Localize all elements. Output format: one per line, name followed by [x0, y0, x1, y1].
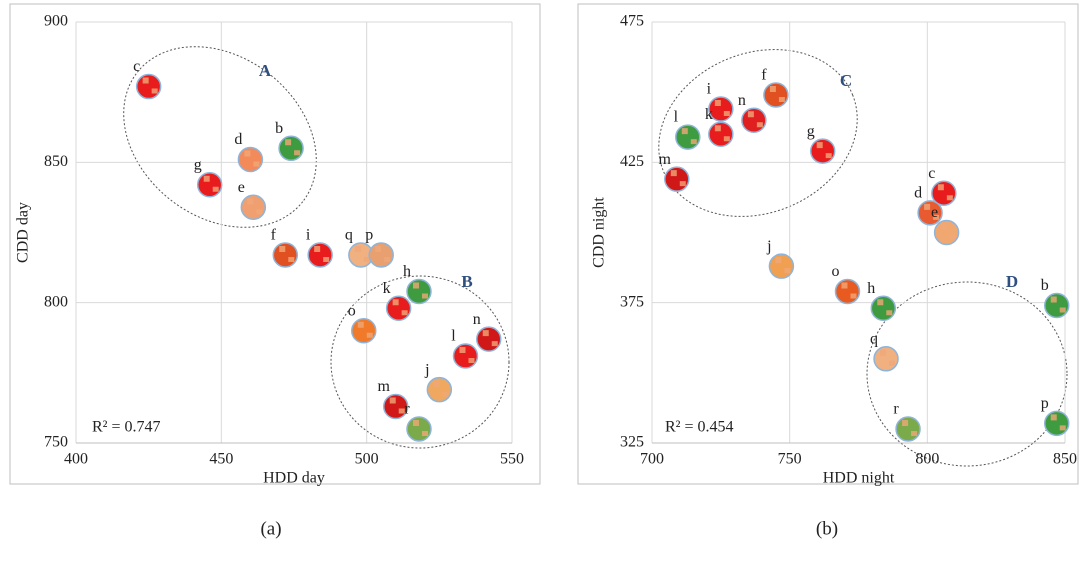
panel-frame	[578, 4, 1078, 484]
point-label: k	[705, 106, 713, 123]
point-label: i	[306, 227, 311, 244]
panel-caption: (a)	[260, 518, 281, 539]
point-label: g	[194, 156, 202, 173]
point-label: j	[424, 361, 429, 378]
panel-frame	[10, 4, 540, 484]
point-label: f	[761, 67, 767, 84]
point-label: p	[365, 227, 373, 244]
x-tick-label: 500	[355, 451, 379, 468]
x-tick-label: 750	[778, 451, 802, 468]
point-label: b	[275, 120, 283, 137]
panel-caption: (b)	[816, 518, 838, 539]
point-label: c	[928, 165, 935, 182]
y-tick-label: 375	[620, 293, 644, 310]
y-axis-label: CDD day	[15, 202, 32, 263]
cluster-label: B	[461, 272, 472, 291]
y-tick-label: 800	[44, 293, 68, 310]
point-label: n	[738, 92, 746, 109]
y-tick-label: 900	[44, 13, 68, 30]
point-label: h	[403, 263, 411, 280]
y-tick-label: 325	[620, 434, 644, 451]
y-tick-label: 475	[620, 13, 644, 30]
point-label: m	[659, 151, 672, 168]
x-tick-label: 400	[64, 451, 88, 468]
cluster-label: D	[1006, 272, 1018, 291]
point-label: o	[831, 263, 839, 280]
cluster-label: A	[259, 61, 272, 80]
point-label: o	[348, 302, 356, 319]
point-label: p	[1041, 395, 1049, 412]
cluster-label: C	[840, 71, 852, 90]
point-label: g	[807, 123, 815, 140]
point-label: h	[867, 280, 875, 297]
point-label: e	[238, 179, 245, 196]
x-tick-label: 700	[640, 451, 664, 468]
x-axis-label: HDD day	[263, 470, 325, 487]
figure: 750 800 850 900 400 450 500 550 HDD day CDD day R²…	[0, 0, 1083, 557]
r-squared: R² = 0.454	[665, 419, 734, 436]
y-axis-label: CDD night	[591, 197, 608, 268]
x-tick-label: 450	[209, 451, 233, 468]
point-label: i	[707, 81, 712, 98]
point-label: m	[378, 378, 391, 395]
x-tick-label: 800	[915, 451, 939, 468]
x-tick-label: 850	[1053, 451, 1077, 468]
r-squared: R² = 0.747	[92, 419, 161, 436]
point-label: f	[271, 227, 277, 244]
point-label: k	[383, 280, 391, 297]
point-label: r	[893, 401, 899, 418]
cluster-outline	[867, 282, 1067, 466]
point-label: r	[404, 401, 410, 418]
point-label: b	[1041, 277, 1049, 294]
point-label: q	[870, 330, 878, 347]
cluster-outline	[633, 21, 882, 246]
y-tick-label: 850	[44, 153, 68, 170]
point-label: d	[234, 131, 242, 148]
point-label: l	[674, 109, 679, 126]
point-label: q	[345, 227, 353, 244]
y-tick-label: 425	[620, 153, 644, 170]
point-label: e	[931, 204, 938, 221]
y-tick-label: 750	[44, 434, 68, 451]
x-tick-label: 550	[500, 451, 524, 468]
x-axis-label: HDD night	[823, 470, 895, 487]
point-label: c	[133, 58, 140, 75]
point-label: d	[914, 185, 922, 202]
cluster-outline	[88, 9, 352, 264]
point-label: l	[451, 328, 456, 345]
point-label: j	[766, 238, 771, 255]
point-label: n	[473, 311, 481, 328]
